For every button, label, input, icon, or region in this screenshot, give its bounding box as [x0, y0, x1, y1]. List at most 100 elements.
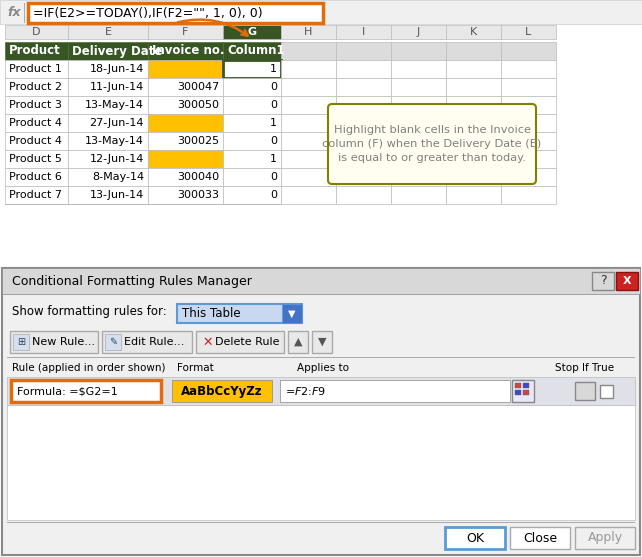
Bar: [105, 334, 121, 350]
Bar: [281, 186, 336, 204]
Text: ⊞: ⊞: [17, 337, 25, 347]
Bar: [223, 186, 281, 204]
Text: Delete Rule: Delete Rule: [215, 337, 279, 347]
Bar: [446, 78, 501, 96]
Bar: [68, 96, 148, 114]
Bar: [68, 186, 148, 204]
Bar: [391, 78, 446, 96]
Bar: [282, 304, 302, 323]
Text: 300040: 300040: [177, 172, 219, 182]
Bar: [446, 168, 501, 186]
Bar: [391, 96, 446, 114]
Text: Applies to: Applies to: [297, 363, 349, 373]
Bar: [148, 96, 223, 114]
Bar: [7, 405, 635, 520]
Bar: [177, 304, 302, 323]
Text: L: L: [525, 27, 532, 37]
Bar: [68, 25, 148, 39]
Text: F: F: [182, 27, 189, 37]
Bar: [501, 42, 556, 60]
Bar: [68, 132, 148, 150]
Text: Format: Format: [177, 363, 214, 373]
Bar: [5, 25, 68, 39]
Bar: [501, 60, 556, 78]
Text: ✕: ✕: [202, 335, 213, 349]
Bar: [446, 60, 501, 78]
Bar: [446, 186, 501, 204]
Bar: [336, 186, 391, 204]
Bar: [391, 114, 446, 132]
Text: Delivery Date: Delivery Date: [72, 45, 162, 57]
Bar: [281, 96, 336, 114]
Bar: [223, 25, 281, 39]
Bar: [501, 114, 556, 132]
Bar: [281, 78, 336, 96]
Bar: [280, 380, 510, 402]
Bar: [391, 25, 446, 39]
Text: 12-Jun-14: 12-Jun-14: [90, 154, 144, 164]
Bar: [223, 78, 281, 96]
Bar: [68, 42, 148, 60]
Text: I: I: [362, 27, 365, 37]
Bar: [512, 380, 534, 402]
Bar: [281, 150, 336, 168]
Bar: [391, 42, 446, 60]
Bar: [281, 168, 336, 186]
Bar: [391, 168, 446, 186]
Bar: [523, 390, 529, 395]
Text: Rule (applied in order shown): Rule (applied in order shown): [12, 363, 166, 373]
Bar: [5, 204, 281, 205]
Text: =$F$2:$F$9: =$F$2:$F$9: [285, 385, 326, 397]
Bar: [391, 60, 446, 78]
Bar: [445, 527, 505, 549]
Bar: [446, 96, 501, 114]
Bar: [281, 42, 336, 60]
Bar: [336, 150, 391, 168]
Bar: [336, 25, 391, 39]
Text: 300047: 300047: [177, 82, 219, 92]
Text: Product 1: Product 1: [9, 64, 62, 74]
Text: Show formatting rules for:: Show formatting rules for:: [12, 305, 167, 317]
Text: H: H: [304, 27, 313, 37]
Text: 8-May-14: 8-May-14: [92, 172, 144, 182]
Bar: [501, 25, 556, 39]
Text: Edit Rule...: Edit Rule...: [124, 337, 184, 347]
Text: 0: 0: [270, 190, 277, 200]
Bar: [510, 527, 570, 549]
Bar: [148, 114, 223, 132]
Text: 1: 1: [270, 64, 277, 74]
Text: Product 7: Product 7: [9, 190, 62, 200]
Text: 1: 1: [270, 154, 277, 164]
Text: 1: 1: [270, 118, 277, 128]
Bar: [446, 114, 501, 132]
Text: ▼: ▼: [318, 337, 326, 347]
Bar: [281, 60, 336, 78]
Text: ▼: ▼: [288, 309, 296, 319]
Text: 13-May-14: 13-May-14: [85, 100, 144, 110]
Bar: [501, 78, 556, 96]
Text: Close: Close: [523, 531, 557, 545]
Bar: [515, 383, 521, 388]
Bar: [336, 132, 391, 150]
Text: E: E: [105, 27, 112, 37]
Bar: [446, 25, 501, 39]
Bar: [5, 60, 68, 78]
Bar: [336, 114, 391, 132]
Text: J: J: [417, 27, 420, 37]
Bar: [0, 0, 642, 24]
Text: Product 3: Product 3: [9, 100, 62, 110]
Bar: [592, 272, 614, 290]
Bar: [223, 60, 281, 78]
Text: Product 5: Product 5: [9, 154, 62, 164]
Text: 13-Jun-14: 13-Jun-14: [90, 190, 144, 200]
Bar: [13, 334, 29, 350]
Bar: [336, 168, 391, 186]
Bar: [11, 380, 161, 402]
Bar: [600, 385, 613, 398]
Bar: [10, 331, 98, 353]
Bar: [148, 132, 223, 150]
Text: ?: ?: [600, 275, 606, 287]
Bar: [446, 132, 501, 150]
Text: AaBbCcYyZz: AaBbCcYyZz: [181, 384, 263, 398]
Bar: [446, 42, 501, 60]
